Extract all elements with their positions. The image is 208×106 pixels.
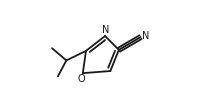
Text: N: N	[102, 25, 109, 35]
Text: O: O	[78, 74, 85, 84]
Text: N: N	[142, 31, 149, 41]
